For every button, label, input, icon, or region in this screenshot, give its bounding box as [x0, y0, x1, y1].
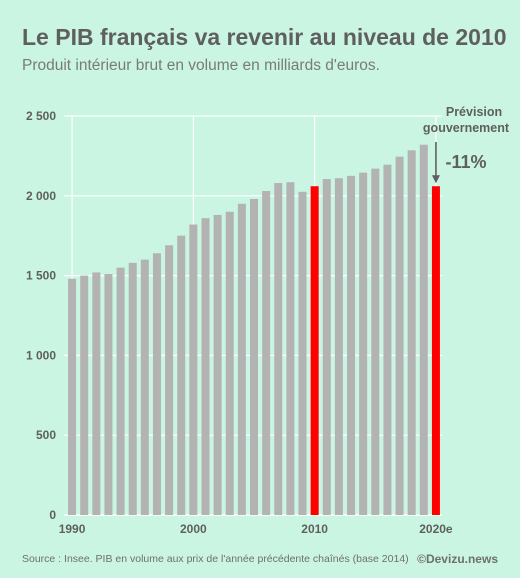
bar	[165, 245, 174, 515]
bars	[68, 144, 440, 516]
bar	[201, 218, 210, 516]
bar	[80, 275, 89, 515]
arrow-head-icon	[431, 175, 440, 184]
y-tick-label: 500	[36, 428, 56, 442]
forecast-label-line2: gouvernement	[423, 121, 510, 135]
y-tick-label: 1 500	[26, 269, 56, 283]
x-axis-ticks: 1990 2000 2010 2020e	[59, 522, 453, 536]
bar	[419, 144, 428, 515]
bar	[68, 278, 77, 515]
x-tick-label: 1990	[59, 522, 86, 536]
bar	[383, 164, 392, 516]
bar	[140, 259, 149, 515]
bar	[371, 168, 380, 515]
page-subtitle: Produit intérieur brut en volume en mill…	[22, 57, 380, 74]
y-tick-label: 2 000	[26, 189, 56, 203]
bar	[298, 191, 307, 515]
page-title: Le PIB français va revenir au niveau de …	[22, 24, 507, 50]
bar	[152, 253, 161, 516]
bar	[334, 178, 343, 515]
bar	[395, 156, 404, 515]
brand-credit: ©Devizu.news	[417, 552, 498, 566]
change-percent-label: -11%	[445, 152, 486, 172]
bar	[347, 175, 356, 515]
bar	[128, 262, 137, 515]
bar	[249, 198, 259, 515]
y-tick-label: 2 500	[26, 109, 56, 123]
bar	[104, 274, 113, 515]
y-axis-ticks: 0 500 1 000 1 500 2 000 2 500	[26, 109, 56, 522]
bar	[177, 235, 186, 515]
bar	[213, 214, 222, 515]
x-tick-label: 2020e	[419, 522, 453, 536]
bar	[116, 267, 125, 515]
bar	[262, 191, 271, 515]
forecast-label-line1: Prévision	[446, 105, 502, 119]
highlighted-bar	[431, 186, 440, 515]
y-tick-label: 0	[49, 508, 56, 522]
y-tick-label: 1 000	[26, 348, 56, 362]
bar	[225, 211, 234, 515]
bar	[407, 150, 416, 515]
annotations: Prévision gouvernement -11%	[423, 105, 510, 184]
bar	[274, 183, 283, 516]
bar	[189, 224, 198, 515]
bar	[237, 203, 246, 515]
bar	[286, 182, 295, 515]
bar	[92, 272, 101, 515]
highlighted-bar	[310, 186, 319, 515]
x-tick-label: 2000	[180, 522, 207, 536]
bar	[359, 172, 368, 515]
bar	[322, 179, 331, 516]
x-tick-label: 2010	[301, 522, 328, 536]
source-note: Source : Insee. PIB en volume aux prix d…	[22, 553, 409, 565]
